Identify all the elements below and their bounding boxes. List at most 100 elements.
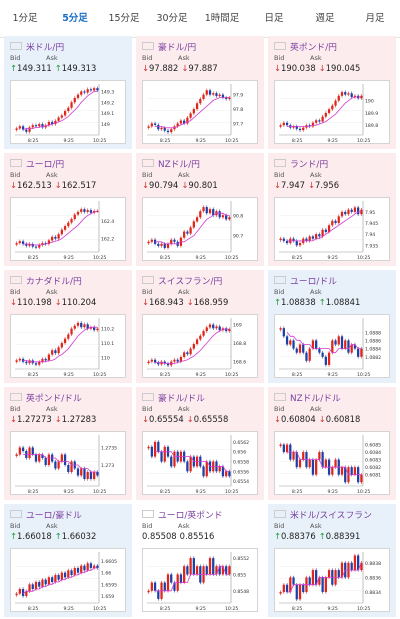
price-chart[interactable]: 149.3 149.2 149.1 149 8:25 9:25 10:25 <box>10 80 126 144</box>
candle <box>51 235 54 243</box>
bid-price: 149.311 <box>17 63 52 73</box>
currency-pair-link[interactable]: 米ドル/円 <box>26 42 65 53</box>
rate-card[interactable]: 米ドル/円 Bid Ask ↑149.311 ↑149.313 149.3 149.2 149… <box>4 36 132 149</box>
candle <box>195 337 199 346</box>
bid-label: Bid <box>142 171 153 179</box>
tab-2[interactable]: 5分足 <box>50 0 100 38</box>
bid-ask-labels: Bid Ask <box>274 54 391 63</box>
candle <box>183 229 186 240</box>
candle <box>279 236 282 242</box>
price-chart[interactable]: 169 168.8 168.6 8:25 9:25 10:25 <box>142 314 258 378</box>
tab-8[interactable]: 月足 <box>365 12 385 24</box>
currency-pair-link[interactable]: ユーロ/円 <box>26 159 65 170</box>
rate-card[interactable]: カナダドル/円 Bid Ask ↓110.198 ↓110.204 110.2 110.1 1… <box>4 270 132 383</box>
candle <box>186 229 189 236</box>
rate-card[interactable]: ユーロ/ドル Bid Ask ↑1.08838 ↑1.08841 1.0888 1.0886… <box>268 270 396 383</box>
price-chart[interactable]: 90.8 90.7 8:25 9:25 10:25 <box>142 197 258 261</box>
price-chart[interactable]: 1.0888 1.0886 1.0884 1.0882 8:25 9:25 10:25 <box>274 314 390 378</box>
flag-icon <box>274 42 286 50</box>
currency-pair-link[interactable]: 英ポンド/ドル <box>26 393 82 404</box>
arrow-down-icon: ↓ <box>142 180 150 190</box>
y-tick-label: 90.7 <box>233 234 243 240</box>
rate-card[interactable]: NZドル/ドル Bid Ask ↓0.60804 ↓0.60818 0.6085 0.608… <box>268 387 396 500</box>
bid-ask-values: ↓90.794 ↓90.801 <box>142 180 259 192</box>
candle <box>21 587 25 598</box>
price-chart[interactable]: 1.2735 1.273 8:25 9:25 10:25 <box>10 431 126 495</box>
bid-ask-values: ↓0.65554 ↓0.65558 <box>142 414 259 426</box>
currency-pair-link[interactable]: カナダドル/円 <box>26 276 82 287</box>
candle <box>218 92 221 98</box>
price-chart[interactable]: 1.6605 1.66 1.6595 1.659 8:25 9:25 10:25 <box>10 548 126 612</box>
price-chart[interactable]: 162.4 162.2 8:25 9:25 10:25 <box>10 197 126 261</box>
currency-pair-link[interactable]: NZドル/円 <box>158 159 200 170</box>
currency-pair-link[interactable]: ランド/円 <box>290 159 329 170</box>
x-tick-label: 8:25 <box>28 606 38 612</box>
candle-chart: 0.8552 0.855 0.8548 8:25 9:25 10:25 <box>147 552 249 612</box>
candle <box>25 360 28 365</box>
currency-pair-link[interactable]: 英ポンド/円 <box>290 42 337 53</box>
tab-4[interactable]: 30分足 <box>156 12 188 24</box>
rate-card[interactable]: 豪ドル/ドル Bid Ask ↓0.65554 ↓0.65558 0.6562 0.656 0… <box>136 387 264 500</box>
candle <box>208 207 212 215</box>
price-chart[interactable]: 0.6085 0.6084 0.6083 0.6082 0.6081 8:25 9:25 10… <box>274 431 390 495</box>
bid-ask-values: ↓190.038 ↓190.045 <box>274 63 391 75</box>
candle <box>21 124 25 132</box>
bid-label: Bid <box>142 522 153 530</box>
x-tick-label: 9:25 <box>63 372 73 378</box>
price-chart[interactable]: 7.95 7.945 7.94 7.935 8:25 9:25 10:25 <box>274 197 390 261</box>
candle <box>315 118 318 125</box>
currency-pair-link[interactable]: 米ドル/スイスフラン <box>290 510 372 521</box>
currency-pair-link[interactable]: ユーロ/ドル <box>290 276 337 287</box>
rate-card[interactable]: ランド/円 Bid Ask ↓7.947 ↓7.956 7.95 7.945 7.94 7.93… <box>268 153 396 266</box>
bid-price: 162.513 <box>17 180 52 190</box>
price-chart[interactable]: 110.2 110.1 110 8:25 9:25 10:25 <box>10 314 126 378</box>
candle <box>189 225 192 236</box>
rate-card[interactable]: 英ポンド/ドル Bid Ask ↓1.27273 ↓1.27283 1.2735 1.273… <box>4 387 132 500</box>
bid-price: 7.947 <box>281 180 306 190</box>
arrow-down-icon: ↓ <box>142 63 150 73</box>
currency-pair-link[interactable]: 豪ドル/円 <box>158 42 197 53</box>
candle <box>70 217 73 225</box>
candle <box>147 240 150 245</box>
candle <box>192 342 195 351</box>
price-chart[interactable]: 0.8552 0.855 0.8548 8:25 9:25 10:25 <box>142 548 258 612</box>
tab-1[interactable]: 1分足 <box>12 12 38 24</box>
candle-chart: 149.3 149.2 149.1 149 8:25 9:25 10:25 <box>15 84 114 144</box>
price-chart[interactable]: 0.8838 0.8836 0.8834 8:25 9:25 10:25 <box>274 548 390 612</box>
price-chart[interactable]: 0.6562 0.656 0.6558 0.6556 0.6554 8:25 9:25 10:… <box>142 431 258 495</box>
rate-card[interactable]: ユーロ/英ポンド Bid Ask 0.85508 0.85516 0.8552 0.855 0… <box>136 504 264 617</box>
y-tick-label: 0.6083 <box>365 458 381 464</box>
rate-card[interactable]: ユーロ/円 Bid Ask ↓162.513 ↓162.517 162.4 162.2 8:2… <box>4 153 132 266</box>
rate-card[interactable]: ユーロ/豪ドル Bid Ask ↑1.66018 ↑1.66032 1.6605 1.66 1… <box>4 504 132 617</box>
rate-card[interactable]: 英ポンド/円 Bid Ask ↓190.038 ↓190.045 190 189.9 189.… <box>268 36 396 149</box>
currency-pair-link[interactable]: NZドル/ドル <box>290 393 341 404</box>
x-tick-label: 8:25 <box>28 372 38 378</box>
price-chart[interactable]: 190 189.9 189.8 8:25 9:25 10:25 <box>274 80 390 144</box>
y-tick-label: 1.273 <box>101 463 114 469</box>
candle <box>331 219 334 227</box>
chart-grid <box>147 214 231 241</box>
candle <box>205 459 208 478</box>
candle <box>344 90 347 97</box>
currency-pair-link[interactable]: スイスフラン/円 <box>158 276 223 287</box>
bid-label: Bid <box>10 54 21 62</box>
bid-ask-values: 0.85508 0.85516 <box>142 531 259 543</box>
currency-pair-link[interactable]: ユーロ/英ポンド <box>158 510 223 521</box>
flag-icon <box>274 159 286 167</box>
tab-5[interactable]: 1時間足 <box>204 12 240 24</box>
currency-pair-link[interactable]: 豪ドル/ドル <box>158 393 205 404</box>
price-chart[interactable]: 97.9 97.8 97.7 8:25 9:25 10:25 <box>142 80 258 144</box>
ask-label: Ask <box>310 405 322 413</box>
candle <box>212 91 215 97</box>
tab-6[interactable]: 日足 <box>264 12 284 24</box>
candle <box>51 120 54 126</box>
rate-card[interactable]: 豪ドル/円 Bid Ask ↓97.882 ↓97.887 97.9 97.8 97.7 8:2… <box>136 36 264 149</box>
candle <box>157 360 160 367</box>
currency-pair-link[interactable]: ユーロ/豪ドル <box>26 510 82 521</box>
candle <box>324 111 327 119</box>
rate-card[interactable]: 米ドル/スイスフラン Bid Ask ↑0.88376 ↑0.88391 0.8838 0.… <box>268 504 396 617</box>
rate-card[interactable]: NZドル/円 Bid Ask ↓90.794 ↓90.801 90.8 90.7 8:25 9:… <box>136 153 264 266</box>
rate-card[interactable]: スイスフラン/円 Bid Ask ↓168.943 ↓168.959 169 168.8 16… <box>136 270 264 383</box>
tab-7[interactable]: 週足 <box>315 12 335 24</box>
tab-3[interactable]: 15分足 <box>108 12 140 24</box>
